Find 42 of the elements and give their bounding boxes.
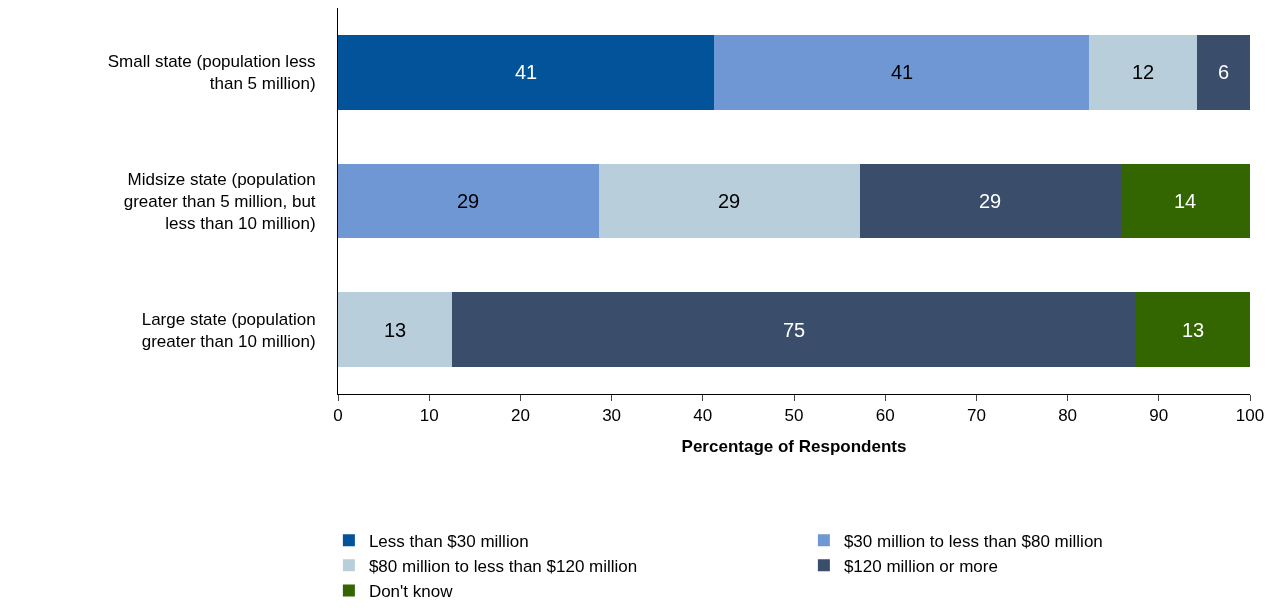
bar bbox=[338, 163, 599, 239]
x-tick-label: 90 bbox=[1149, 406, 1169, 426]
bar bbox=[1089, 35, 1198, 110]
bar bbox=[1197, 35, 1250, 110]
bar bbox=[598, 163, 860, 239]
bar bbox=[1120, 163, 1250, 239]
data-label: 6 bbox=[1218, 61, 1230, 83]
y-tick-label: Midsize state (population greater than 5 million, but less than 10 million) bbox=[123, 169, 316, 234]
bar bbox=[338, 35, 714, 110]
bar bbox=[1136, 292, 1250, 367]
y-tick-label: Large state (population greater than 10 million) bbox=[141, 309, 316, 351]
data-label: 13 bbox=[384, 319, 407, 341]
data-label: 14 bbox=[1174, 190, 1197, 212]
x-tick-label: 40 bbox=[693, 406, 713, 426]
bar bbox=[452, 292, 1136, 367]
y-tick-label: Small state (population less than 5 million) bbox=[107, 52, 316, 94]
legend-label: $30 million to less than $80 million bbox=[843, 531, 1103, 551]
legend-label: Don't know bbox=[368, 582, 454, 602]
bar bbox=[338, 292, 452, 367]
data-label: 41 bbox=[515, 61, 538, 83]
data-label: 13 bbox=[1182, 319, 1205, 341]
x-axis-title: Percentage of Respondents bbox=[681, 436, 907, 456]
legend-label: Less than $30 million bbox=[368, 531, 529, 551]
data-label: 41 bbox=[891, 61, 914, 83]
x-tick-label: 20 bbox=[510, 406, 530, 426]
data-label: 12 bbox=[1132, 61, 1155, 83]
x-tick-label: 0 bbox=[333, 406, 343, 426]
bar bbox=[713, 35, 1090, 110]
x-tick-label: 70 bbox=[966, 406, 986, 426]
data-label: 29 bbox=[979, 190, 1002, 212]
x-tick-label: 30 bbox=[602, 406, 622, 426]
bar bbox=[859, 163, 1121, 239]
x-tick-label: 80 bbox=[1058, 406, 1078, 426]
data-label: 29 bbox=[718, 190, 741, 212]
legend-label: $80 million to less than $120 million bbox=[368, 556, 638, 576]
data-label: 75 bbox=[783, 319, 806, 341]
x-tick-label: 10 bbox=[419, 406, 439, 426]
x-tick-label: 100 bbox=[1235, 406, 1265, 426]
x-tick-label: 60 bbox=[875, 406, 895, 426]
x-tick-label: 50 bbox=[784, 406, 804, 426]
data-label: 29 bbox=[457, 190, 480, 212]
legend-label: $120 million or more bbox=[843, 556, 998, 576]
